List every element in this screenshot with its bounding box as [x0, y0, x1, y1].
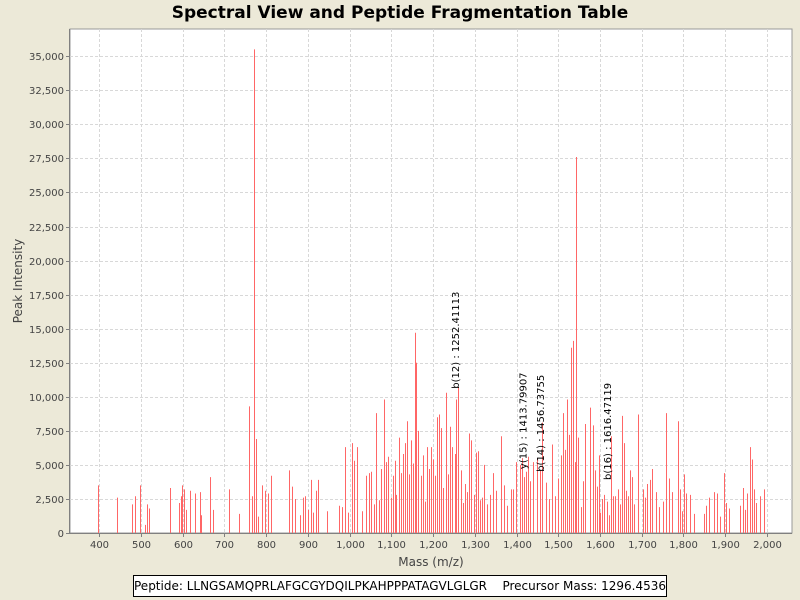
- y-tick-label: 32,500: [29, 86, 64, 97]
- y-tick-label: 35,000: [29, 52, 64, 63]
- y-tick-label: 25,000: [29, 188, 64, 199]
- peak-annotation: b(16) : 1616.47119: [603, 383, 614, 480]
- x-tick-label: 900: [299, 540, 318, 551]
- x-tick-label: 2,000: [753, 540, 782, 551]
- spectrum-chart: 400 500 600 700 800 900 1,000 1,100 1,200 1,300 1,…: [11, 28, 793, 569]
- x-tick-label: 1,200: [419, 540, 448, 551]
- y-tick-label: 0: [58, 529, 64, 540]
- x-tick-label: 1,300: [461, 540, 490, 551]
- x-tick-label: 1,400: [503, 540, 532, 551]
- y-tick-label: 7,500: [35, 427, 64, 438]
- peak-annotation: b(12) : 1252.41113: [451, 292, 462, 389]
- y-tick-label: 22,500: [29, 223, 64, 234]
- y-tick-label: 12,500: [29, 359, 64, 370]
- x-tick-label: 600: [174, 540, 193, 551]
- x-axis-label: Mass (m/z): [398, 555, 463, 569]
- x-tick-label: 1,100: [377, 540, 406, 551]
- peptide-info-box: Peptide: LLNGSAMQPRLAFGCGYDQILPKAHPPPATA…: [133, 575, 667, 597]
- peptide-sequence: Peptide: LLNGSAMQPRLAFGCGYDQILPKAHPPPATA…: [134, 579, 488, 593]
- x-tick-label: 1,800: [669, 540, 698, 551]
- y-tick-label: 30,000: [29, 120, 64, 131]
- y-tick-label: 27,500: [29, 154, 64, 165]
- x-tick-label: 400: [90, 540, 109, 551]
- y-tick-label: 10,000: [29, 393, 64, 404]
- y-tick-label: 20,000: [29, 257, 64, 268]
- peak-annotation: y(15) : 1413.79907: [518, 372, 529, 469]
- x-tick-label: 800: [257, 540, 276, 551]
- y-tick-label: 2,500: [35, 495, 64, 506]
- x-tick-label: 1,900: [711, 540, 740, 551]
- y-axis-label: Peak Intensity: [11, 239, 25, 324]
- chart-title: Spectral View and Peptide Fragmentation …: [171, 3, 629, 23]
- precursor-mass: Precursor Mass: 1296.4536: [502, 579, 666, 593]
- y-tick-label: 5,000: [35, 461, 64, 472]
- x-tick-label: 1,600: [586, 540, 615, 551]
- x-tick-label: 700: [215, 540, 234, 551]
- y-tick-label: 17,500: [29, 291, 64, 302]
- y-tick-label: 15,000: [29, 325, 64, 336]
- x-tick-label: 1,000: [336, 540, 365, 551]
- x-tick-label: 500: [132, 540, 151, 551]
- x-tick-label: 1,500: [544, 540, 573, 551]
- x-tick-label: 1,700: [628, 540, 657, 551]
- peak-annotation: b(14) : 1456.73755: [536, 375, 547, 472]
